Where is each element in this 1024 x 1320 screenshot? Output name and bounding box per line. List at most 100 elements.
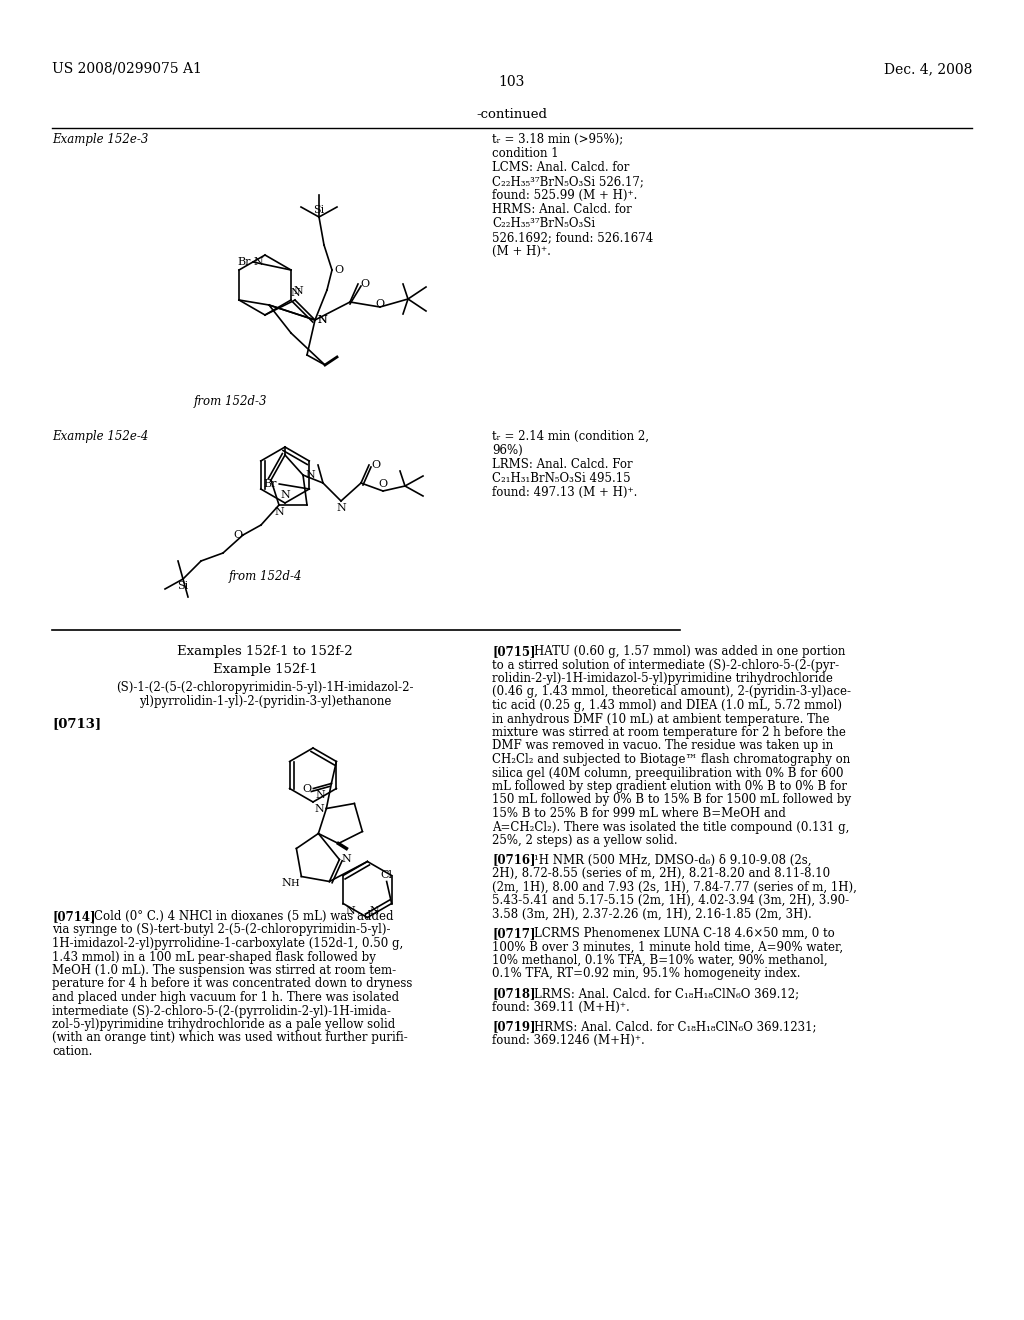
Text: H: H — [291, 879, 299, 887]
Text: Examples 152f-1 to 152f-2: Examples 152f-1 to 152f-2 — [177, 645, 353, 657]
Text: LCMS: Anal. Calcd. for: LCMS: Anal. Calcd. for — [492, 161, 630, 174]
Text: silica gel (40M column, preequilibration with 0% B for 600: silica gel (40M column, preequilibration… — [492, 767, 844, 780]
Text: mixture was stirred at room temperature for 2 h before the: mixture was stirred at room temperature … — [492, 726, 846, 739]
Text: [0715]: [0715] — [492, 645, 536, 657]
Text: N: N — [290, 288, 300, 298]
Text: HRMS: Anal. Calcd. for C₁₈H₁₈ClN₆O 369.1231;: HRMS: Anal. Calcd. for C₁₈H₁₈ClN₆O 369.1… — [534, 1020, 816, 1034]
Text: US 2008/0299075 A1: US 2008/0299075 A1 — [52, 62, 202, 77]
Text: and placed under high vacuum for 1 h. There was isolated: and placed under high vacuum for 1 h. Th… — [52, 991, 399, 1005]
Text: N: N — [281, 490, 290, 500]
Text: LRMS: Anal. Calcd. for C₁₈H₁₈ClN₆O 369.12;: LRMS: Anal. Calcd. for C₁₈H₁₈ClN₆O 369.1… — [534, 987, 799, 1001]
Text: Si: Si — [177, 581, 188, 591]
Text: found: 525.99 (M + H)⁺.: found: 525.99 (M + H)⁺. — [492, 189, 637, 202]
Text: 96%): 96%) — [492, 444, 522, 457]
Text: 526.1692; found: 526.1674: 526.1692; found: 526.1674 — [492, 231, 653, 244]
Text: found: 497.13 (M + H)⁺.: found: 497.13 (M + H)⁺. — [492, 486, 637, 499]
Text: MeOH (1.0 mL). The suspension was stirred at room tem-: MeOH (1.0 mL). The suspension was stirre… — [52, 964, 396, 977]
Text: rolidin-2-yl)-1H-imidazol-5-yl)pyrimidine trihydrochloride: rolidin-2-yl)-1H-imidazol-5-yl)pyrimidin… — [492, 672, 833, 685]
Text: found: 369.1246 (M+H)⁺.: found: 369.1246 (M+H)⁺. — [492, 1034, 645, 1047]
Text: [0718]: [0718] — [492, 987, 536, 1001]
Text: from 152d-3: from 152d-3 — [194, 395, 266, 408]
Text: (2m, 1H), 8.00 and 7.93 (2s, 1H), 7.84-7.77 (series of m, 1H),: (2m, 1H), 8.00 and 7.93 (2s, 1H), 7.84-7… — [492, 880, 857, 894]
Text: zol-5-yl)pyrimidine trihydrochloride as a pale yellow solid: zol-5-yl)pyrimidine trihydrochloride as … — [52, 1018, 395, 1031]
Text: C₂₂H₃₅³⁷BrN₅O₃Si 526.17;: C₂₂H₃₅³⁷BrN₅O₃Si 526.17; — [492, 176, 644, 187]
Text: O: O — [334, 265, 343, 275]
Text: N: N — [341, 854, 351, 865]
Text: (S)-1-(2-(5-(2-chloropyrimidin-5-yl)-1H-imidazol-2-: (S)-1-(2-(5-(2-chloropyrimidin-5-yl)-1H-… — [117, 681, 414, 694]
Text: -continued: -continued — [476, 108, 548, 121]
Text: cation.: cation. — [52, 1045, 92, 1059]
Text: O: O — [360, 279, 369, 289]
Text: 0.1% TFA, RT=0.92 min, 95.1% homogeneity index.: 0.1% TFA, RT=0.92 min, 95.1% homogeneity… — [492, 968, 801, 981]
Text: yl)pyrrolidin-1-yl)-2-(pyridin-3-yl)ethanone: yl)pyrrolidin-1-yl)-2-(pyridin-3-yl)etha… — [139, 696, 391, 708]
Text: 3.58 (3m, 2H), 2.37-2.26 (m, 1H), 2.16-1.85 (2m, 3H).: 3.58 (3m, 2H), 2.37-2.26 (m, 1H), 2.16-1… — [492, 908, 812, 920]
Text: Example 152f-1: Example 152f-1 — [213, 663, 317, 676]
Text: 10% methanol, 0.1% TFA, B=10% water, 90% methanol,: 10% methanol, 0.1% TFA, B=10% water, 90%… — [492, 954, 827, 968]
Text: in anhydrous DMF (10 mL) at ambient temperature. The: in anhydrous DMF (10 mL) at ambient temp… — [492, 713, 829, 726]
Text: found: 369.11 (M+H)⁺.: found: 369.11 (M+H)⁺. — [492, 1001, 630, 1014]
Text: N: N — [370, 906, 379, 916]
Text: to a stirred solution of intermediate (S)-2-chloro-5-(2-(pyr-: to a stirred solution of intermediate (S… — [492, 659, 839, 672]
Text: 2H), 8.72-8.55 (series of m, 2H), 8.21-8.20 and 8.11-8.10: 2H), 8.72-8.55 (series of m, 2H), 8.21-8… — [492, 867, 830, 880]
Text: N: N — [253, 257, 263, 267]
Text: [0717]: [0717] — [492, 927, 536, 940]
Text: O: O — [302, 784, 311, 793]
Text: Dec. 4, 2008: Dec. 4, 2008 — [884, 62, 972, 77]
Text: N: N — [282, 879, 292, 888]
Text: from 152d-4: from 152d-4 — [228, 570, 302, 583]
Text: Example 152e-3: Example 152e-3 — [52, 133, 148, 147]
Text: perature for 4 h before it was concentrated down to dryness: perature for 4 h before it was concentra… — [52, 978, 413, 990]
Text: Br: Br — [238, 257, 251, 267]
Text: Br: Br — [264, 479, 278, 488]
Text: [0714]: [0714] — [52, 909, 95, 923]
Text: O: O — [379, 479, 387, 488]
Text: N: N — [345, 906, 355, 916]
Text: tᵣ = 2.14 min (condition 2,: tᵣ = 2.14 min (condition 2, — [492, 430, 649, 444]
Text: Cl: Cl — [381, 870, 392, 879]
Text: LRMS: Anal. Calcd. For: LRMS: Anal. Calcd. For — [492, 458, 633, 471]
Text: (0.46 g, 1.43 mmol, theoretical amount), 2-(pyridin-3-yl)ace-: (0.46 g, 1.43 mmol, theoretical amount),… — [492, 685, 851, 698]
Text: N: N — [314, 804, 325, 813]
Text: O: O — [376, 300, 385, 309]
Text: tic acid (0.25 g, 1.43 mmol) and DIEA (1.0 mL, 5.72 mmol): tic acid (0.25 g, 1.43 mmol) and DIEA (1… — [492, 700, 842, 711]
Text: C₂₁H₃₁BrN₅O₃Si 495.15: C₂₁H₃₁BrN₅O₃Si 495.15 — [492, 473, 631, 484]
Text: N: N — [315, 789, 325, 800]
Text: via syringe to (S)-tert-butyl 2-(5-(2-chloropyrimidin-5-yl)-: via syringe to (S)-tert-butyl 2-(5-(2-ch… — [52, 924, 390, 936]
Text: HRMS: Anal. Calcd. for: HRMS: Anal. Calcd. for — [492, 203, 632, 216]
Text: [0716]: [0716] — [492, 854, 536, 866]
Text: HATU (0.60 g, 1.57 mmol) was added in one portion: HATU (0.60 g, 1.57 mmol) was added in on… — [534, 645, 846, 657]
Text: O: O — [233, 531, 243, 540]
Text: Cold (0° C.) 4 NHCl in dioxanes (5 mL) was added: Cold (0° C.) 4 NHCl in dioxanes (5 mL) w… — [94, 909, 393, 923]
Text: N: N — [305, 470, 314, 480]
Text: 25%, 2 steps) as a yellow solid.: 25%, 2 steps) as a yellow solid. — [492, 834, 678, 847]
Text: ¹H NMR (500 MHz, DMSO-d₆) δ 9.10-9.08 (2s,: ¹H NMR (500 MHz, DMSO-d₆) δ 9.10-9.08 (2… — [534, 854, 811, 866]
Text: N: N — [274, 507, 284, 517]
Text: 1H-imidazol-2-yl)pyrrolidine-1-carboxylate (152d-1, 0.50 g,: 1H-imidazol-2-yl)pyrrolidine-1-carboxyla… — [52, 937, 403, 950]
Text: 100% B over 3 minutes, 1 minute hold time, A=90% water,: 100% B over 3 minutes, 1 minute hold tim… — [492, 940, 843, 953]
Text: [0719]: [0719] — [492, 1020, 536, 1034]
Text: O: O — [371, 459, 380, 470]
Text: tᵣ = 3.18 min (>95%);: tᵣ = 3.18 min (>95%); — [492, 133, 624, 147]
Text: intermediate (S)-2-chloro-5-(2-(pyrrolidin-2-yl)-1H-imida-: intermediate (S)-2-chloro-5-(2-(pyrrolid… — [52, 1005, 391, 1018]
Text: (M + H)⁺.: (M + H)⁺. — [492, 246, 551, 257]
Text: DMF was removed in vacuo. The residue was taken up in: DMF was removed in vacuo. The residue wa… — [492, 739, 834, 752]
Text: condition 1: condition 1 — [492, 147, 559, 160]
Text: N: N — [336, 503, 346, 513]
Text: (with an orange tint) which was used without further purifi-: (with an orange tint) which was used wit… — [52, 1031, 408, 1044]
Text: LCRMS Phenomenex LUNA C-18 4.6×50 mm, 0 to: LCRMS Phenomenex LUNA C-18 4.6×50 mm, 0 … — [534, 927, 835, 940]
Text: Example 152e-4: Example 152e-4 — [52, 430, 148, 444]
Text: 1.43 mmol) in a 100 mL pear-shaped flask followed by: 1.43 mmol) in a 100 mL pear-shaped flask… — [52, 950, 376, 964]
Text: 150 mL followed by 0% B to 15% B for 1500 mL followed by: 150 mL followed by 0% B to 15% B for 150… — [492, 793, 851, 807]
Text: N: N — [317, 315, 327, 325]
Text: Si: Si — [313, 205, 325, 215]
Text: A=CH₂Cl₂). There was isolated the title compound (0.131 g,: A=CH₂Cl₂). There was isolated the title … — [492, 821, 849, 833]
Text: N: N — [293, 286, 303, 296]
Text: 5.43-5.41 and 5.17-5.15 (2m, 1H), 4.02-3.94 (3m, 2H), 3.90-: 5.43-5.41 and 5.17-5.15 (2m, 1H), 4.02-3… — [492, 894, 849, 907]
Text: 103: 103 — [499, 75, 525, 88]
Text: [0713]: [0713] — [52, 717, 101, 730]
Text: CH₂Cl₂ and subjected to Biotage™ flash chromatography on: CH₂Cl₂ and subjected to Biotage™ flash c… — [492, 752, 850, 766]
Text: 15% B to 25% B for 999 mL where B=MeOH and: 15% B to 25% B for 999 mL where B=MeOH a… — [492, 807, 785, 820]
Text: mL followed by step gradient elution with 0% B to 0% B for: mL followed by step gradient elution wit… — [492, 780, 847, 793]
Text: N: N — [317, 315, 327, 325]
Text: C₂₂H₃₅³⁷BrN₅O₃Si: C₂₂H₃₅³⁷BrN₅O₃Si — [492, 216, 595, 230]
